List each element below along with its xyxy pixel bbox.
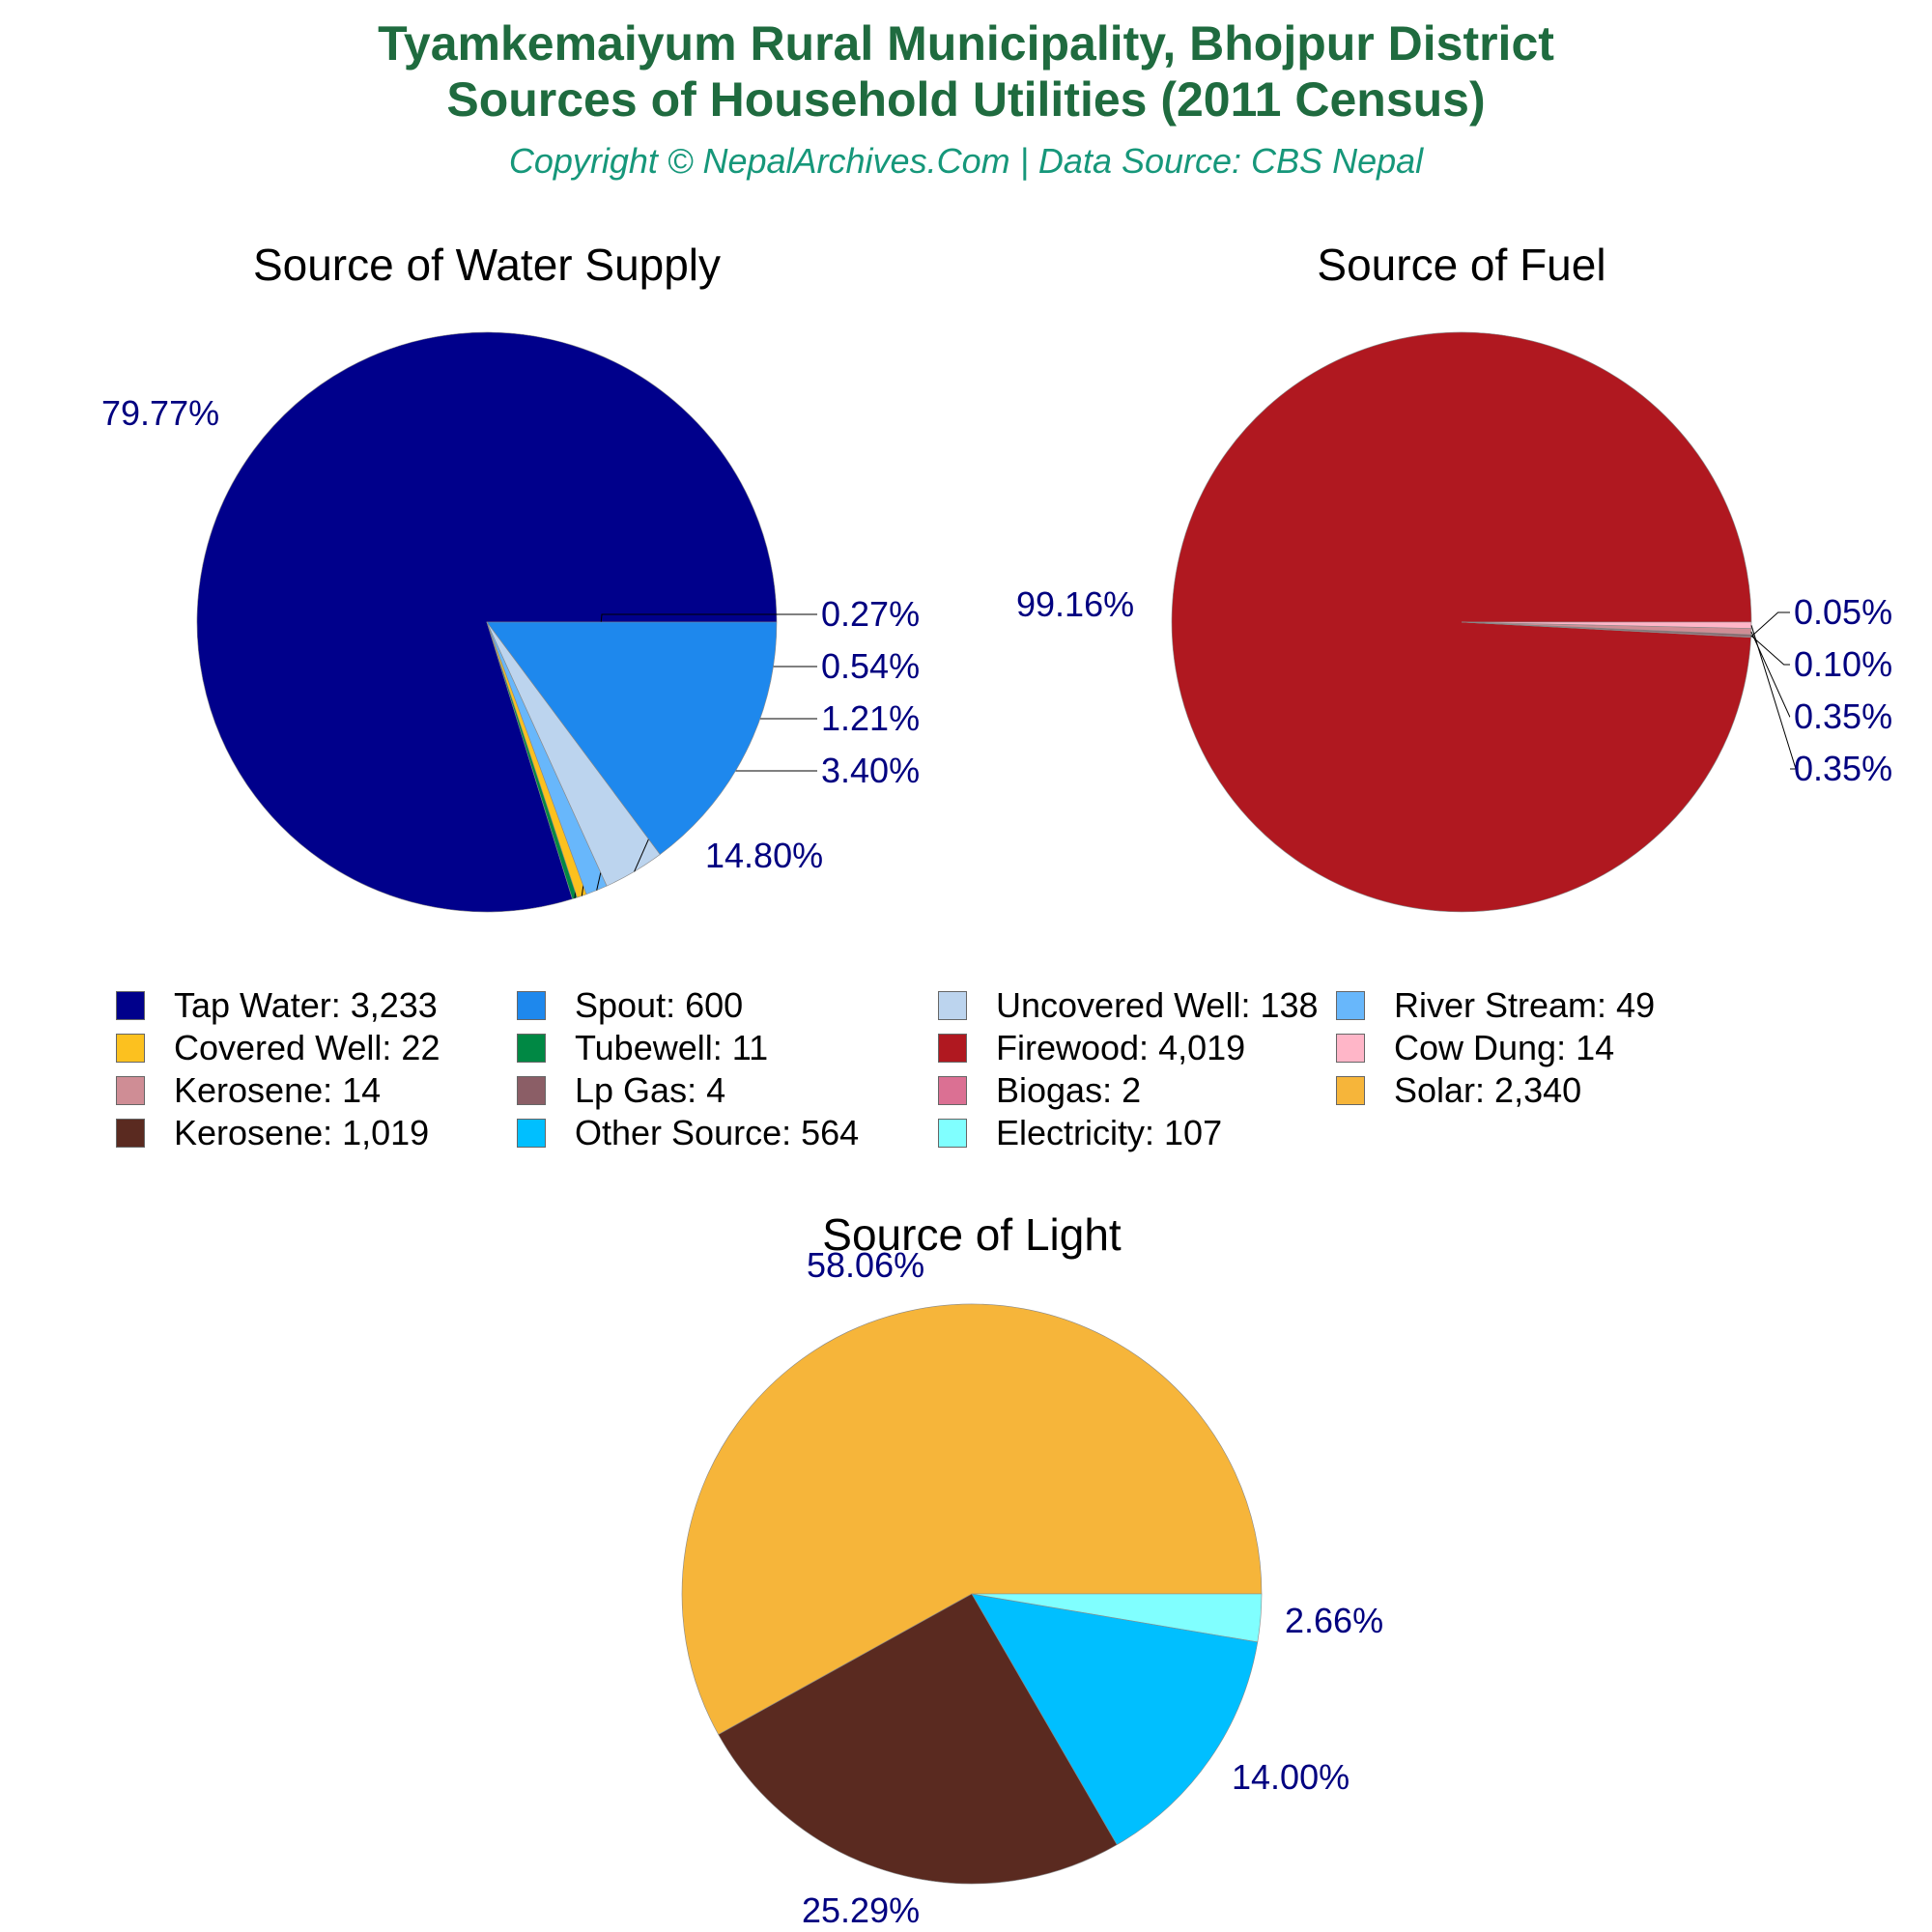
legend-swatch	[938, 1076, 967, 1105]
legend-swatch	[1336, 991, 1365, 1020]
legend-label: Covered Well: 22	[174, 1028, 440, 1067]
pct-label-tubewell: 0.27%	[821, 594, 920, 634]
legend-swatch	[938, 991, 967, 1020]
pct-label-other-source: 14.00%	[1232, 1757, 1350, 1797]
legend-swatch	[116, 1119, 145, 1148]
legend-item: Kerosene: 14	[116, 1070, 381, 1111]
legend-item: Other Source: 564	[517, 1113, 859, 1153]
legend-item: Solar: 2,340	[1336, 1070, 1581, 1111]
pct-label-biogas: 0.05%	[1794, 592, 1892, 632]
leader-line	[1750, 631, 1791, 718]
leader-line	[1750, 635, 1790, 666]
pie-slice-spout	[486, 621, 778, 855]
pie-title: Source of Light	[822, 1209, 1122, 1260]
leader-line	[1750, 611, 1790, 638]
pct-label-cow-dung: 0.35%	[1794, 749, 1892, 788]
pct-label-firewood: 99.16%	[1016, 584, 1134, 624]
legend-swatch	[1336, 1076, 1365, 1105]
chart-header: Tyamkemaiyum Rural Municipality, Bhojpur…	[0, 0, 1932, 182]
legend-label: Firewood: 4,019	[996, 1028, 1246, 1067]
pie-title: Source of Fuel	[1317, 240, 1605, 290]
legend-label: Kerosene: 14	[174, 1070, 382, 1110]
legend-swatch	[1336, 1034, 1365, 1063]
pie-slice-kerosene	[718, 1593, 1118, 1885]
main-title-line-1: Tyamkemaiyum Rural Municipality, Bhojpur…	[378, 16, 1554, 71]
legend-swatch	[517, 1119, 546, 1148]
legend-item: Uncovered Well: 138	[938, 985, 1319, 1026]
legend-label: River Stream: 49	[1394, 985, 1656, 1025]
pct-label-river-stream: 1.21%	[821, 698, 920, 738]
legend-item: Biogas: 2	[938, 1070, 1141, 1111]
legend-swatch	[517, 1034, 546, 1063]
legend-swatch	[116, 1076, 145, 1105]
pct-label-tap-water: 79.77%	[101, 393, 219, 433]
pct-label-lp-gas: 0.10%	[1794, 644, 1892, 684]
leader-line	[1750, 625, 1797, 770]
legend-item: Firewood: 4,019	[938, 1028, 1245, 1068]
legend-swatch	[116, 991, 145, 1020]
legend-item: Covered Well: 22	[116, 1028, 440, 1068]
pct-label-covered-well: 0.54%	[821, 646, 920, 686]
pie-title: Source of Water Supply	[253, 240, 721, 290]
copyright-subtitle: Copyright © NepalArchives.Com | Data Sou…	[508, 141, 1424, 181]
pct-label-spout: 14.80%	[705, 836, 823, 875]
legend-item: Tubewell: 11	[517, 1028, 768, 1068]
legend-item: Kerosene: 1,019	[116, 1113, 429, 1153]
legend-label: Uncovered Well: 138	[996, 985, 1319, 1025]
water-supply-pie: Source of Water Supply 79.77% 0.27% 0.54% 1.…	[101, 240, 920, 913]
legend-item: Cow Dung: 14	[1336, 1028, 1614, 1068]
legend-label: Cow Dung: 14	[1394, 1028, 1615, 1067]
fuel-pie: Source of Fuel 99.16% 0.05% 0.10% 0.35% 0.35%	[1016, 240, 1892, 913]
legend-item: Spout: 600	[517, 985, 743, 1026]
legend-swatch	[517, 991, 546, 1020]
pie-slice-other-source	[971, 1593, 1259, 1846]
legend-item: River Stream: 49	[1336, 985, 1655, 1026]
pie-slice-electricity	[971, 1593, 1263, 1643]
pct-label-kerosene: 0.35%	[1794, 696, 1892, 736]
legend-item: Tap Water: 3,233	[116, 985, 438, 1026]
legend-label: Solar: 2,340	[1394, 1070, 1582, 1110]
pie-slice-solar	[681, 1303, 1263, 1735]
legend-swatch	[116, 1034, 145, 1063]
legend-item: Lp Gas: 4	[517, 1070, 725, 1111]
pct-label-kerosene: 25.29%	[802, 1890, 920, 1930]
legend-label: Other Source: 564	[575, 1113, 860, 1152]
legend-label: Tap Water: 3,233	[174, 985, 438, 1025]
pie-slice-cow-dung	[1461, 621, 1752, 629]
legend-swatch	[938, 1034, 967, 1063]
pct-label-uncovered-well: 3.40%	[821, 751, 920, 790]
pct-label-solar: 58.06%	[807, 1245, 924, 1285]
legend-label: Electricity: 107	[996, 1113, 1223, 1152]
pct-label-electricity: 2.66%	[1285, 1601, 1383, 1640]
legend-label: Tubewell: 11	[575, 1028, 769, 1067]
legend-label: Spout: 600	[575, 985, 744, 1025]
legend-label: Lp Gas: 4	[575, 1070, 726, 1110]
main-title-line-2: Sources of Household Utilities (2011 Cen…	[446, 72, 1486, 127]
legend-item: Electricity: 107	[938, 1113, 1222, 1153]
legend-label: Kerosene: 1,019	[174, 1113, 430, 1152]
legend-swatch	[517, 1076, 546, 1105]
legend-label: Biogas: 2	[996, 1070, 1142, 1110]
legend-swatch	[938, 1119, 967, 1148]
